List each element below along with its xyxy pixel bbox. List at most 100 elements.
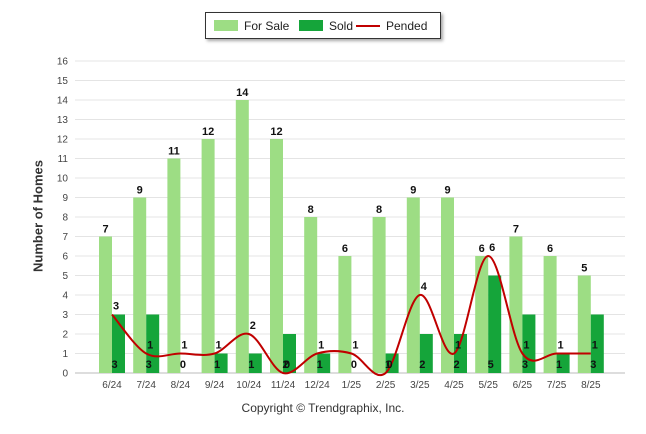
- bar-for-sale: [338, 256, 352, 373]
- bar-for-sale: [577, 275, 591, 373]
- x-tick-label: 3/25: [410, 380, 430, 391]
- legend: For Sale Sold Pended: [205, 12, 441, 39]
- y-tick-label: 7: [62, 232, 68, 243]
- x-tick-label: 6/25: [513, 380, 533, 391]
- pended-line-path: [111, 254, 591, 377]
- label-for-sale: 14: [236, 87, 249, 99]
- x-tick-label: 8/24: [171, 380, 191, 391]
- label-pended: 1: [318, 340, 324, 352]
- bar-sold: [146, 314, 160, 373]
- label-sold: 5: [488, 359, 494, 371]
- bar-sold: [248, 353, 262, 373]
- label-pended: 1: [216, 340, 222, 352]
- y-tick-label: 6: [62, 252, 68, 263]
- label-for-sale: 9: [410, 185, 416, 197]
- label-for-sale: 11: [168, 146, 180, 158]
- label-pended: 1: [181, 340, 187, 352]
- bar-sold: [590, 314, 604, 373]
- bar-for-sale: [406, 197, 420, 373]
- y-tick-label: 14: [57, 96, 69, 107]
- label-sold: 1: [214, 359, 220, 371]
- x-tick-label: 8/25: [581, 380, 601, 391]
- label-sold: 3: [146, 359, 152, 371]
- y-tick-label: 0: [62, 369, 68, 380]
- label-sold: 2: [453, 359, 459, 371]
- y-axis-label: Number of Homes: [30, 160, 46, 272]
- label-for-sale: 8: [376, 204, 382, 216]
- legend-item-pended[interactable]: Pended: [356, 13, 427, 38]
- y-tick-label: 2: [62, 330, 68, 341]
- x-tick-label: 5/25: [478, 380, 498, 391]
- label-for-sale: 9: [444, 185, 450, 197]
- label-for-sale: 12: [270, 126, 282, 138]
- label-for-sale: 9: [137, 185, 143, 197]
- label-sold: 3: [522, 359, 528, 371]
- bar-sold: [112, 314, 125, 373]
- label-sold: 0: [351, 359, 357, 371]
- y-tick-label: 9: [62, 193, 68, 204]
- legend-label-sold: Sold: [329, 18, 354, 33]
- y-tick-label: 5: [62, 271, 68, 282]
- label-pended: 1: [147, 340, 153, 352]
- label-pended: 0: [387, 359, 393, 371]
- label-pended: 0: [284, 359, 290, 371]
- legend-item-sold[interactable]: Sold: [299, 13, 353, 38]
- x-tick-label: 1/25: [342, 380, 362, 391]
- label-sold: 1: [556, 359, 562, 371]
- x-tick-label: 4/25: [444, 380, 464, 391]
- y-tick-label: 3: [62, 310, 68, 321]
- x-tick-label: 2/25: [376, 380, 396, 391]
- y-tick-label: 11: [58, 154, 69, 165]
- bar-for-sale: [304, 217, 318, 373]
- label-for-sale: 6: [547, 243, 553, 255]
- label-for-sale: 6: [479, 243, 485, 255]
- x-tick-label: 7/24: [136, 380, 156, 391]
- label-pended: 1: [558, 340, 564, 352]
- bars: [99, 100, 604, 373]
- bar-sold: [214, 353, 228, 373]
- y-tick-label: 15: [57, 76, 69, 87]
- y-tick-label: 8: [62, 213, 68, 224]
- label-sold: 3: [111, 359, 117, 371]
- label-pended: 4: [421, 281, 428, 293]
- label-for-sale: 8: [308, 204, 314, 216]
- bar-for-sale: [509, 236, 523, 373]
- bar-sold: [488, 275, 502, 373]
- legend-item-for-sale[interactable]: For Sale: [214, 13, 289, 38]
- label-sold: 2: [419, 359, 425, 371]
- label-for-sale: 12: [202, 126, 214, 138]
- bar-sold: [556, 353, 570, 373]
- bar-for-sale: [201, 139, 215, 373]
- y-tick-label: 12: [57, 135, 69, 146]
- label-pended: 1: [455, 340, 461, 352]
- label-pended: 3: [113, 301, 119, 313]
- pended-line: [111, 254, 591, 377]
- bar-sold: [317, 353, 331, 373]
- bar-sold: [419, 334, 433, 373]
- bar-sold: [454, 334, 467, 373]
- bar-for-sale: [270, 139, 283, 373]
- x-tick-label: 10/24: [236, 380, 261, 391]
- label-sold: 1: [385, 359, 391, 371]
- copyright: Copyright © Trendgraphix, Inc.: [241, 401, 405, 415]
- label-pended: 6: [489, 242, 495, 254]
- label-sold: 0: [180, 359, 186, 371]
- bar-for-sale: [475, 256, 489, 373]
- bar-for-sale: [133, 197, 147, 373]
- label-for-sale: 7: [513, 224, 519, 236]
- label-pended: 1: [352, 340, 358, 352]
- legend-label-pended: Pended: [386, 18, 428, 33]
- legend-swatch-for-sale: [214, 20, 238, 31]
- bar-for-sale: [441, 197, 454, 373]
- label-sold: 1: [248, 359, 254, 371]
- legend-swatch-pended: [356, 24, 380, 27]
- y-tick-label: 4: [62, 291, 68, 302]
- x-tick-label: 12/24: [305, 380, 330, 391]
- y-tick-label: 16: [57, 57, 69, 68]
- y-tick-label: 13: [57, 115, 69, 126]
- bar-for-sale: [99, 236, 112, 373]
- x-tick-label: 9/24: [205, 380, 225, 391]
- bar-for-sale: [235, 100, 249, 373]
